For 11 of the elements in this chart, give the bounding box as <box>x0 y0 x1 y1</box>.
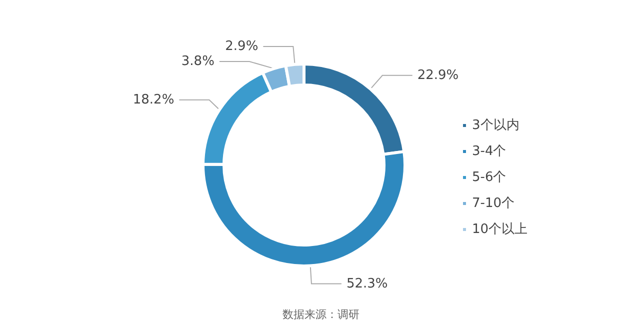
source-note: 数据来源：调研 <box>282 308 360 321</box>
legend-label: 10个以上 <box>472 222 528 237</box>
legend-label: 5-6个 <box>472 170 506 185</box>
data-label: 52.3% <box>346 276 388 292</box>
data-label: 18.2% <box>132 92 174 108</box>
data-label: 22.9% <box>417 68 459 83</box>
data-label: 3.8% <box>181 54 214 69</box>
legend-label: 3个以内 <box>472 118 520 133</box>
legend-label: 7-10个 <box>472 196 515 211</box>
data-label: 2.9% <box>225 38 258 54</box>
legend-label: 3-4个 <box>472 144 506 159</box>
